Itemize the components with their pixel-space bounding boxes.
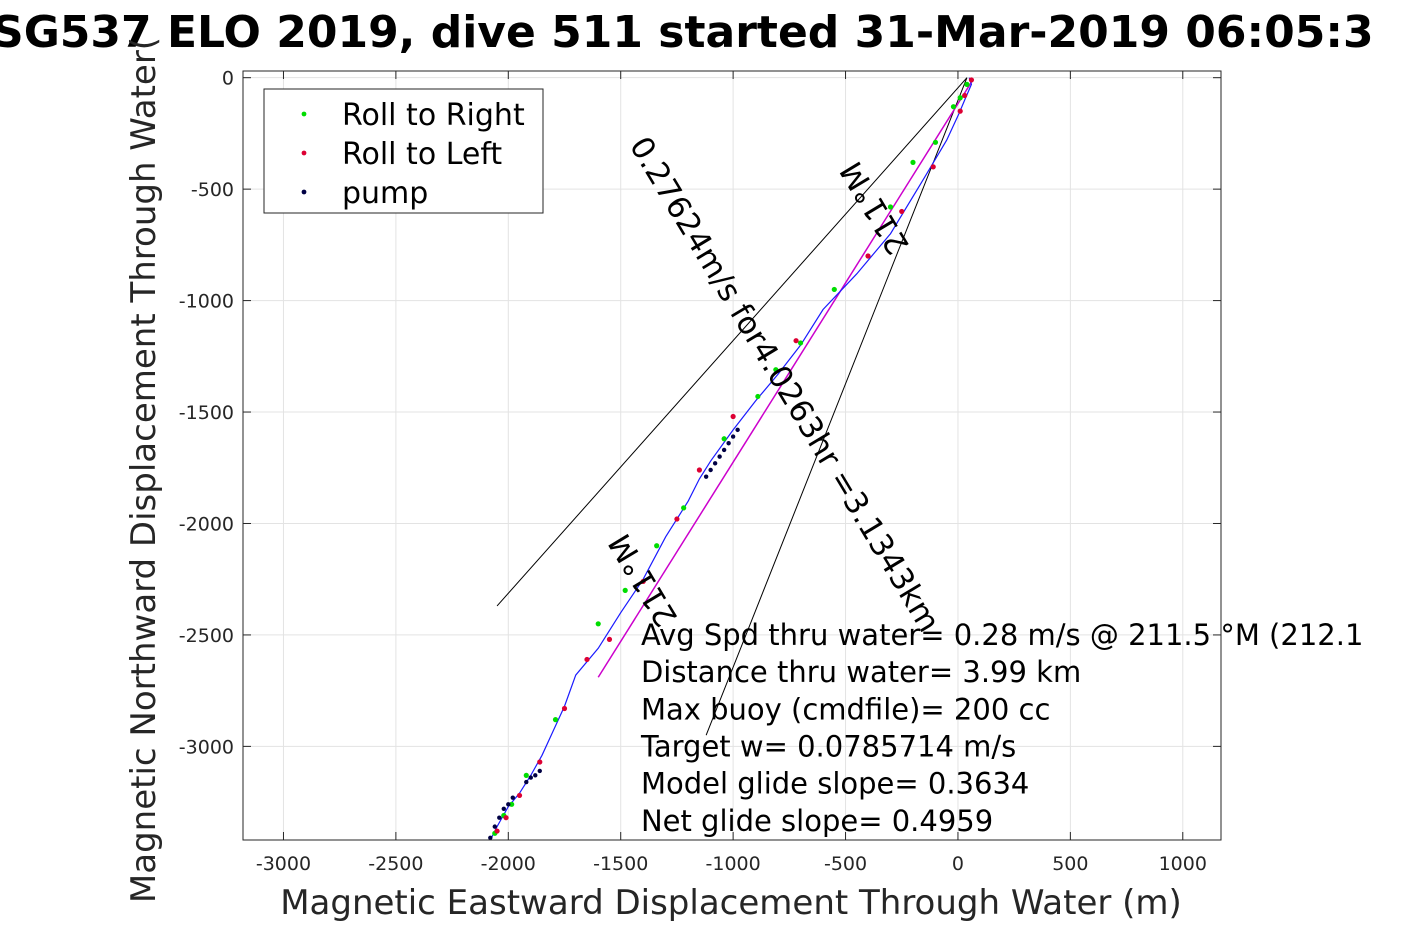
chart-title: SG537 ELO 2019, dive 511 started 31-Mar-…	[0, 7, 1374, 58]
annotation-block: Avg Spd thru water= 0.28 m/s @ 211.5 °M …	[640, 618, 1363, 838]
series-point	[516, 792, 523, 799]
series-point	[730, 434, 736, 439]
annotation-line: Distance thru water= 3.99 km	[641, 655, 1081, 689]
series-point	[488, 835, 493, 840]
series-point	[509, 801, 515, 807]
y-tick-label: 0	[222, 68, 234, 90]
series-point	[793, 338, 799, 344]
legend-label: Roll to Right	[342, 98, 525, 133]
series-point	[622, 587, 628, 593]
series-point	[494, 828, 500, 834]
bearing-cone-line	[705, 77, 968, 736]
series-point	[528, 775, 533, 780]
annotation-line: Target w= 0.0785714 m/s	[640, 730, 1016, 764]
plot-frame	[242, 70, 1222, 841]
y-tick-label: -1000	[179, 291, 234, 313]
series-point	[721, 436, 727, 442]
series-point	[584, 656, 590, 663]
x-tick-label: -2000	[481, 853, 536, 875]
series-point	[595, 621, 601, 627]
legend-marker	[301, 150, 307, 156]
x-tick-label: -500	[824, 853, 867, 875]
annotation-line: Model glide slope= 0.3634	[641, 767, 1029, 801]
y-tick-label: -2000	[179, 513, 234, 535]
series-point	[674, 516, 680, 522]
track-label: 211°M	[602, 527, 685, 632]
series-point	[899, 208, 905, 215]
series-point	[606, 636, 613, 642]
series-point	[910, 159, 916, 165]
series-point	[717, 454, 722, 459]
bearing-cone-line	[496, 77, 968, 607]
x-tick-label: 500	[1052, 853, 1088, 875]
series-point	[492, 824, 498, 829]
series-point	[932, 139, 939, 145]
y-tick-label: -1500	[179, 402, 234, 424]
x-axis-label: Magnetic Eastward Displacement Through W…	[280, 883, 1182, 923]
track-label: 211°M	[834, 155, 917, 260]
series-point	[950, 104, 957, 110]
series-point	[957, 95, 963, 101]
series-point	[968, 77, 975, 83]
annotation-line: Max buoy (cmdfile)= 200 cc	[641, 692, 1050, 726]
series-point	[797, 340, 804, 346]
series-point	[887, 204, 894, 210]
series-point	[735, 427, 740, 433]
series-point	[865, 253, 871, 259]
series-point	[552, 717, 559, 723]
x-tick-label: -1500	[593, 853, 648, 875]
series-point	[654, 543, 660, 549]
legend-label: pump	[342, 176, 428, 211]
y-tick-label: -2500	[179, 625, 234, 647]
y-tick-label: -3000	[179, 736, 234, 758]
annotation-line: Net glide slope= 0.4959	[641, 804, 993, 838]
series-point	[831, 286, 837, 293]
series-point	[506, 802, 511, 807]
y-axis-label: Magnetic Northward Displacement Through …	[124, 37, 164, 903]
series-point	[957, 108, 963, 114]
series-point	[561, 705, 568, 712]
x-tick-label: -1000	[706, 853, 761, 875]
legend-label: Roll to Left	[342, 137, 502, 172]
x-tick-label: -3000	[256, 853, 311, 875]
series-point	[503, 815, 509, 821]
series-point	[501, 806, 506, 811]
series-point	[726, 441, 731, 446]
series-point	[640, 578, 646, 585]
series-point	[497, 815, 502, 820]
series-point	[964, 81, 970, 87]
axis-ticks: -3000 -2500 -2000 -1500 -1000 -500 0 500 1000 0 -5…	[179, 68, 1221, 875]
series-point	[523, 772, 529, 778]
x-tick-label: 1000	[1159, 853, 1207, 875]
legend: Roll to Right Roll to Left pump	[263, 88, 544, 214]
series-point	[962, 92, 968, 99]
legend-marker	[301, 111, 307, 117]
series-point	[708, 467, 713, 473]
series-point	[537, 759, 543, 765]
series-point	[930, 164, 936, 170]
y-tick-label: -500	[191, 179, 234, 201]
series-point	[696, 467, 703, 473]
series-point	[703, 474, 709, 479]
series-point	[537, 768, 542, 774]
legend-marker	[301, 189, 307, 195]
series-point	[681, 505, 687, 511]
series-point	[510, 795, 515, 800]
x-tick-label: 0	[952, 853, 964, 875]
series-point	[721, 447, 727, 453]
series-point	[524, 779, 529, 785]
x-tick-label: -2500	[368, 853, 423, 875]
annotation-line: Avg Spd thru water= 0.28 m/s @ 211.5 °M …	[641, 618, 1363, 652]
series-point	[533, 773, 538, 778]
legend-box	[263, 88, 544, 214]
series-point	[755, 393, 761, 400]
series-point	[773, 367, 779, 373]
net-displacement-line	[597, 81, 973, 678]
series-point	[712, 461, 718, 466]
series-point	[730, 413, 736, 420]
